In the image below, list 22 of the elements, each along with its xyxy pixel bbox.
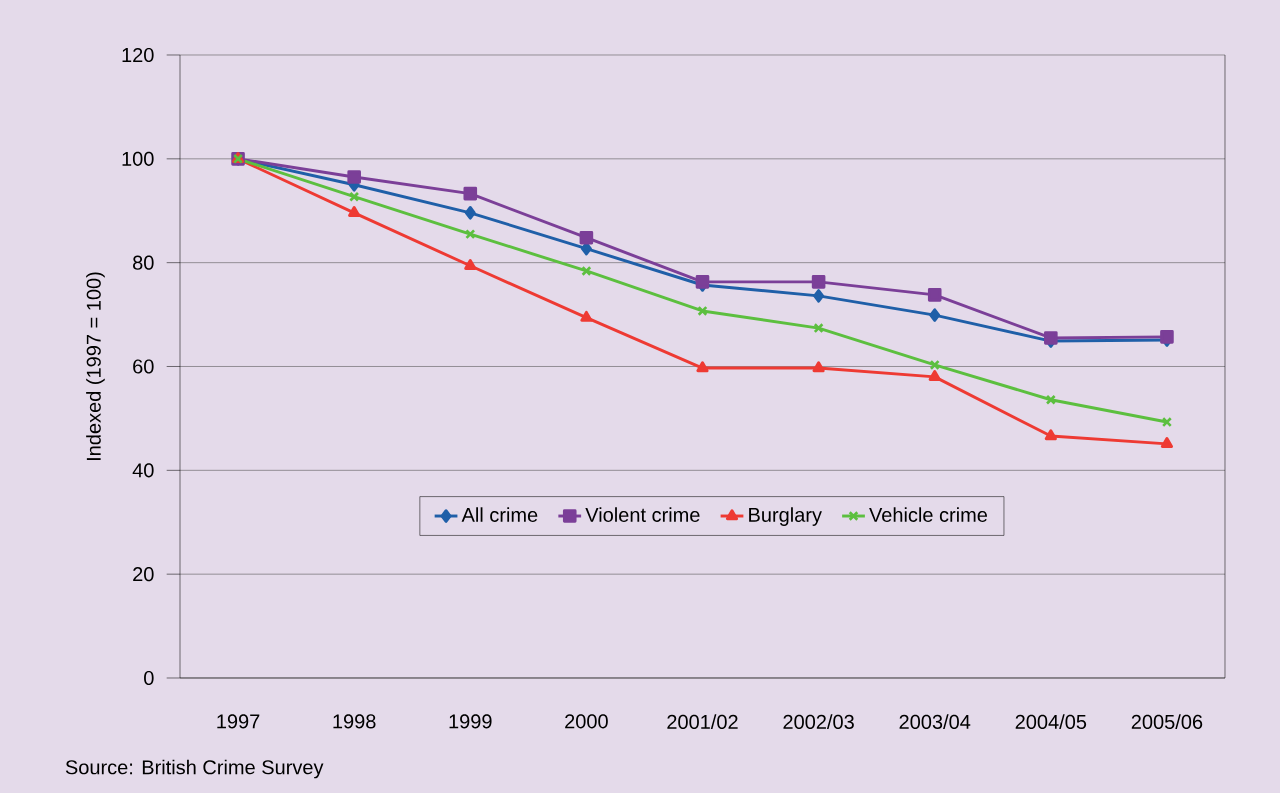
legend-label: Vehicle crime bbox=[869, 507, 988, 522]
x-tick-label: 1998 bbox=[333, 714, 376, 729]
legend-label: Violent crime bbox=[585, 507, 700, 522]
x-tick-label: 1999 bbox=[449, 714, 492, 729]
x-tick-label: 2005/06 bbox=[1131, 714, 1203, 729]
source-note: Source: British Crime Survey bbox=[65, 759, 324, 779]
x-tick-label: 2002/03 bbox=[783, 714, 854, 729]
y-axis-title: Indexed (1997 = 100) bbox=[86, 272, 105, 461]
x-tick-label: 2004/05 bbox=[1015, 714, 1087, 729]
x-tick-label: 2003/04 bbox=[899, 714, 971, 729]
legend-label: All crime bbox=[461, 507, 538, 522]
y-tick-label: 0 bbox=[144, 670, 154, 686]
y-tick-label: 60 bbox=[133, 359, 154, 374]
y-tick-label: 120 bbox=[122, 47, 154, 63]
x-tick-label: 2000 bbox=[565, 714, 608, 729]
y-tick-label: 80 bbox=[133, 255, 154, 270]
legend-label: Burglary bbox=[749, 507, 822, 526]
x-tick-label: 1997 bbox=[217, 714, 260, 729]
x-tick-label: 2001/02 bbox=[667, 714, 738, 729]
y-tick-label: 40 bbox=[132, 463, 154, 478]
y-tick-label: 100 bbox=[122, 151, 154, 166]
y-tick-label: 20 bbox=[133, 567, 154, 582]
